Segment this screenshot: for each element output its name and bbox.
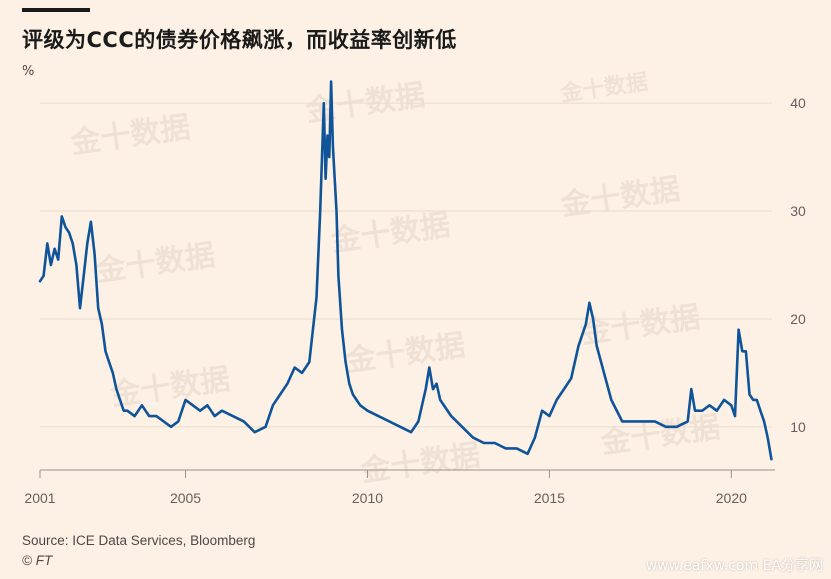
credit-note: © FT <box>22 553 53 568</box>
grid-lines <box>40 102 772 428</box>
y-unit-label: % <box>22 64 35 79</box>
series-layer <box>38 80 773 461</box>
y-tick-label: 20 <box>790 311 806 327</box>
y-axis-tick-labels: 10 20 30 40 <box>790 95 806 435</box>
x-tick-label: 2010 <box>352 490 383 506</box>
x-tick-label: 2001 <box>24 490 55 506</box>
y-tick-label: 40 <box>790 95 806 111</box>
source-note: Source: ICE Data Services, Bloomberg <box>22 533 256 548</box>
x-tick-label: 2005 <box>170 490 201 506</box>
x-tick-label: 2020 <box>716 490 747 506</box>
y-tick-label: 10 <box>790 419 806 435</box>
y-tick-label: 30 <box>790 203 806 219</box>
series-line <box>38 80 773 461</box>
top-rule <box>22 8 90 12</box>
footer-watermark: www.eafxw.com EA分享网 <box>645 558 823 574</box>
x-tick-label: 2015 <box>534 490 565 506</box>
chart-title: 评级为CCC的债券价格飙涨，而收益率创新低 <box>22 28 457 52</box>
x-axis: 2001 2005 2010 2015 2020 <box>24 469 775 506</box>
